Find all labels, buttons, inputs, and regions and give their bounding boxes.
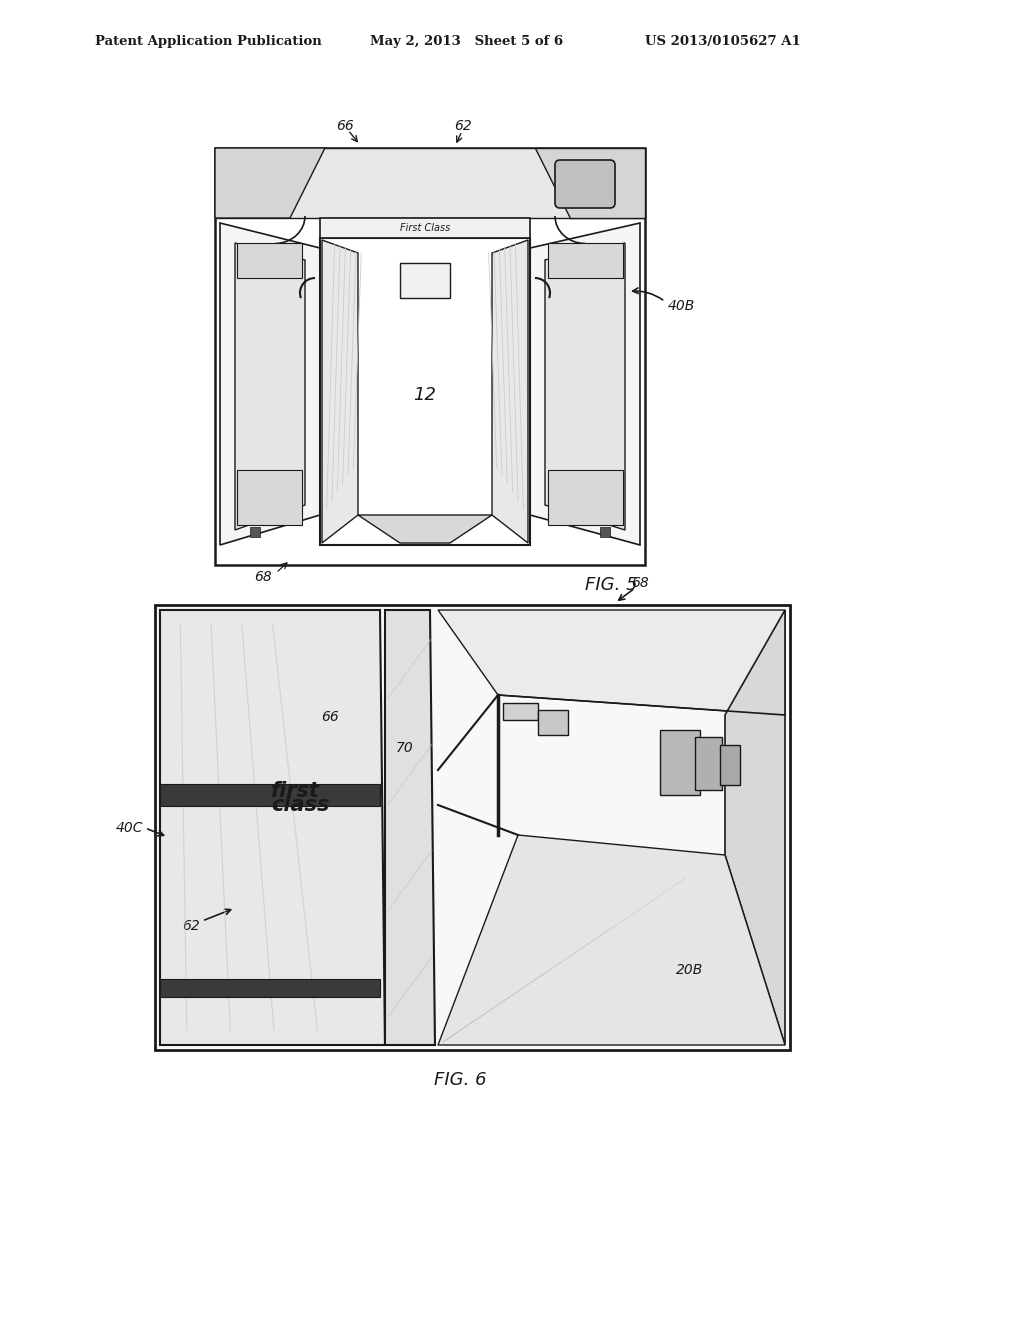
Text: First Class: First Class [400,223,451,234]
Text: FIG. 6: FIG. 6 [434,1071,486,1089]
Polygon shape [492,240,528,543]
Polygon shape [220,223,319,545]
Bar [237,470,302,525]
Polygon shape [160,610,385,1045]
Text: May 2, 2013   Sheet 5 of 6: May 2, 2013 Sheet 5 of 6 [370,36,563,49]
Bar [600,527,610,537]
Text: US 2013/0105627 A1: US 2013/0105627 A1 [645,36,801,49]
Text: 66: 66 [336,119,354,133]
Text: 70: 70 [583,330,601,343]
Polygon shape [438,836,785,1045]
Bar [157,607,788,1048]
Bar [695,737,722,789]
Text: class: class [270,795,329,814]
Polygon shape [535,148,645,218]
Bar [319,238,530,545]
Polygon shape [385,610,435,1045]
Polygon shape [234,243,305,531]
Polygon shape [530,223,640,545]
Bar [548,243,623,279]
Polygon shape [322,240,358,543]
Text: 40B: 40B [668,300,695,314]
Polygon shape [358,515,492,543]
Bar [400,263,450,298]
Text: 12: 12 [549,710,567,723]
Polygon shape [322,240,528,543]
Polygon shape [725,610,785,1045]
Text: first: first [270,781,319,801]
Text: FIG. 5: FIG. 5 [585,576,638,594]
Bar [538,710,568,735]
Bar [215,148,645,565]
Text: 12: 12 [414,385,436,404]
Bar [155,605,790,1049]
Text: 40C: 40C [116,821,143,836]
Text: 62: 62 [182,919,200,933]
Polygon shape [545,243,625,531]
Bar [215,148,645,218]
Bar [503,704,538,719]
Bar [319,218,530,238]
Text: 68: 68 [631,576,649,590]
Text: 68: 68 [254,570,272,583]
Bar [660,730,700,795]
Bar [250,527,260,537]
Text: 70: 70 [257,330,275,343]
Text: 20B: 20B [677,964,703,977]
Bar [237,243,302,279]
Bar [160,784,380,807]
Bar [160,979,380,997]
FancyBboxPatch shape [555,160,615,209]
Bar [720,744,740,785]
Polygon shape [438,610,785,715]
Text: 66: 66 [322,710,339,723]
Polygon shape [215,148,325,218]
Text: 62: 62 [454,119,472,133]
Text: 70: 70 [396,741,414,755]
Text: Patent Application Publication: Patent Application Publication [95,36,322,49]
Bar [548,470,623,525]
